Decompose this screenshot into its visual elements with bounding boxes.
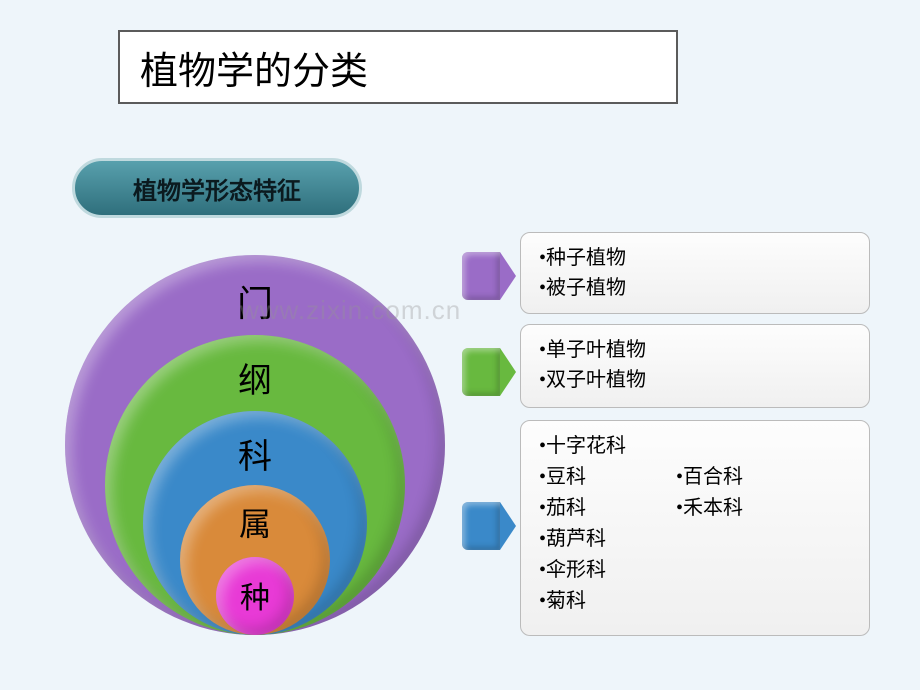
list-item: •百合科 — [676, 462, 743, 493]
subtitle-pill: 植物学形态特征 — [72, 158, 362, 218]
list-item: •菊科 — [539, 586, 626, 617]
info-card-2: •十字花科•豆科•茄科•葫芦科•伞形科•菊科 •百合科•禾本科 — [520, 420, 870, 636]
list-item: •种子植物 — [539, 243, 851, 273]
watermark: www.zixin.com.cn — [240, 295, 461, 326]
taxonomy-label: 种 — [240, 573, 270, 635]
info-card-1: •单子叶植物•双子叶植物 — [520, 324, 870, 408]
arrow-tab — [462, 252, 516, 300]
info-card-0: •种子植物•被子植物 — [520, 232, 870, 314]
subtitle-text: 植物学形态特征 — [133, 171, 301, 206]
taxonomy-circle-种: 种 — [216, 557, 294, 635]
watermark-text: www.zixin.com.cn — [240, 295, 461, 325]
arrow-tab — [462, 502, 516, 550]
page-title-box: 植物学的分类 — [118, 30, 678, 104]
list-item: •禾本科 — [676, 493, 743, 524]
list-item: •葫芦科 — [539, 524, 626, 555]
list-item: •茄科 — [539, 493, 626, 524]
list-item: •被子植物 — [539, 273, 851, 303]
list-item: •伞形科 — [539, 555, 626, 586]
page-title: 植物学的分类 — [140, 51, 368, 93]
arrow-tab — [462, 348, 516, 396]
list-item: •十字花科 — [539, 431, 626, 462]
list-item: •单子叶植物 — [539, 335, 851, 365]
list-item: •双子叶植物 — [539, 365, 851, 395]
list-item: •豆科 — [539, 462, 626, 493]
